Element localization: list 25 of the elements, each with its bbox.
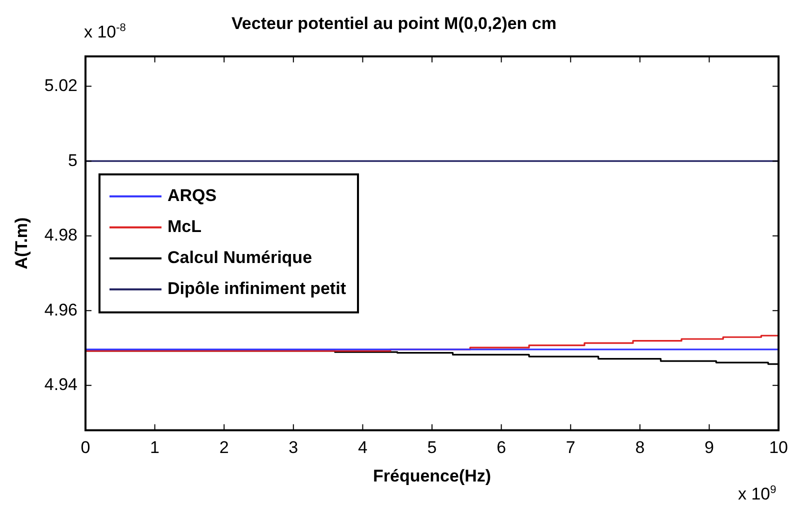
y-tick-label: 4.98 [44,226,78,245]
chart-title: Vecteur potentiel au point M(0,0,2)en cm [232,14,556,33]
text: x 10$^{-8}$ [84,22,126,43]
x-tick-label: 4 [358,438,368,458]
y-axis-title: A(T.m) [12,217,31,270]
x-tick-label: 0 [80,438,90,458]
text: x 10$^{9}$ [738,484,776,505]
y-tick-label: 4.94 [44,375,78,394]
y-tick-label: 4.96 [44,300,78,320]
legend-label: McL [167,217,202,236]
legend-label: Calcul Numérique [167,248,312,268]
x-tick-label: 7 [566,438,576,458]
x-tick-label: 10 [769,438,788,458]
x-tick-label: 6 [496,438,506,458]
x-tick-label: 1 [150,438,160,458]
legend-label: Dipôle infiniment petit [167,279,346,298]
y-tick-label: 5 [68,150,78,170]
x-tick-label: 8 [635,438,645,458]
x-tick-label: 3 [288,438,298,458]
x-tick-label: 9 [704,438,714,458]
x-tick-label: 2 [219,438,229,458]
y-tick-label: 5.02 [44,76,78,95]
x-tick-label: 5 [427,438,437,458]
legend-label: ARQS [167,186,217,206]
x-axis-title: Fréquence(Hz) [372,466,492,486]
